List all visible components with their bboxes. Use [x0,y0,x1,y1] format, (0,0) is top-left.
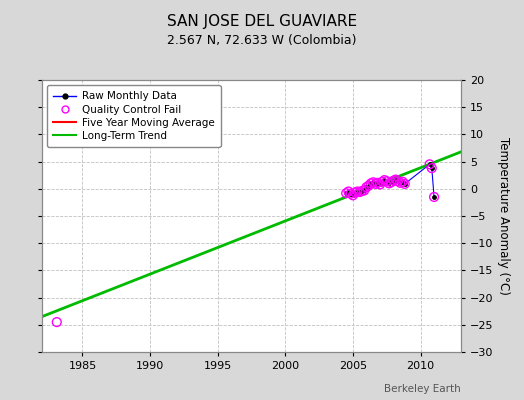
Point [376,181,384,188]
Point [349,192,357,198]
Point [374,180,382,186]
Point [369,179,377,186]
Point [351,190,359,196]
Point [362,184,370,190]
Point [353,188,362,195]
Point [52,319,61,325]
Point [389,178,398,184]
Point [383,178,391,184]
Point [387,179,396,186]
Legend: Raw Monthly Data, Quality Control Fail, Five Year Moving Average, Long-Term Tren: Raw Monthly Data, Quality Control Fail, … [47,85,221,147]
Point [355,189,364,195]
Point [358,188,366,194]
Point [372,181,380,187]
Point [346,190,355,197]
Point [378,178,387,185]
Point [428,165,436,171]
Point [385,180,393,186]
Point [396,180,405,186]
Y-axis label: Temperature Anomaly (°C): Temperature Anomaly (°C) [497,137,510,295]
Point [400,181,409,187]
Point [398,178,407,185]
Text: SAN JOSE DEL GUAVIARE: SAN JOSE DEL GUAVIARE [167,14,357,29]
Point [365,182,373,189]
Point [425,161,434,168]
Point [391,176,400,183]
Point [360,187,368,194]
Point [342,190,351,196]
Point [380,177,389,183]
Point [394,178,402,184]
Point [367,180,375,186]
Text: Berkeley Earth: Berkeley Earth [385,384,461,394]
Point [344,188,353,195]
Point [430,194,438,200]
Text: 2.567 N, 72.633 W (Colombia): 2.567 N, 72.633 W (Colombia) [167,34,357,47]
